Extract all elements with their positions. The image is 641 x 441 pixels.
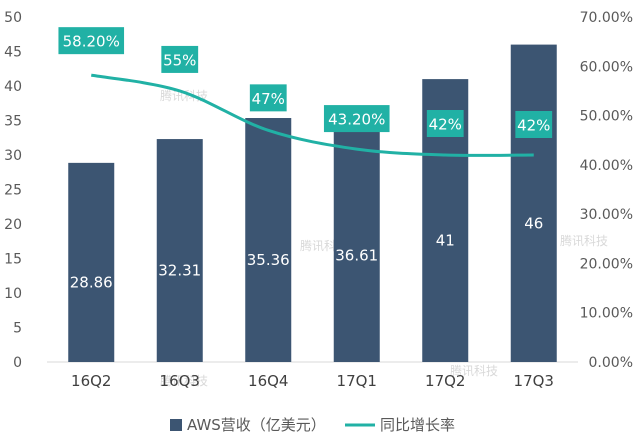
growth-label-box [323, 105, 390, 133]
bar-value-label: 28.86 [70, 273, 113, 291]
category-label: 16Q4 [248, 372, 288, 390]
growth-label-box [515, 111, 553, 138]
left-tick-label: 15 [4, 252, 22, 268]
legend: AWS营收（亿美元） 同比增长率 [170, 416, 455, 434]
watermark-text: 腾讯科技 [160, 373, 208, 388]
bars [68, 44, 557, 363]
growth-label-text: 47% [252, 90, 285, 108]
growth-label-box [249, 84, 287, 112]
left-axis-ticks: 0 5 10 15 20 25 30 35 40 45 50 [4, 10, 22, 371]
category-label: 17Q1 [337, 372, 377, 390]
bar-value-label: 35.36 [247, 251, 290, 269]
right-axis-ticks: 0.00% 10.00% 20.00% 30.00% 40.00% 50.00% 60.00… [580, 10, 633, 371]
growth-label: 55% [161, 45, 199, 73]
right-tick-label: 30.00% [580, 207, 633, 223]
right-tick-label: 50.00% [580, 109, 633, 125]
bar-16Q4 [245, 118, 292, 363]
category-label: 17Q3 [514, 372, 554, 390]
growth-label-box [426, 110, 464, 137]
right-tick-label: 40.00% [580, 158, 633, 174]
growth-label: 43.20% [323, 105, 390, 133]
left-tick-label: 0 [13, 355, 22, 371]
left-tick-label: 45 [4, 45, 22, 61]
category-label: 16Q3 [160, 372, 200, 390]
right-tick-label: 10.00% [580, 306, 633, 322]
growth-label-text: 42% [429, 116, 462, 134]
growth-label: 47% [249, 84, 287, 112]
growth-label-text: 42% [517, 117, 550, 135]
watermark-text: 腾讯科技 [160, 88, 208, 103]
left-tick-label: 25 [4, 183, 22, 199]
bar-16Q3 [156, 139, 203, 362]
bar-value-label: 32.31 [158, 262, 201, 280]
bar-17Q3 [510, 44, 557, 362]
bar-value-label: 46 [524, 214, 543, 232]
category-label: 16Q2 [71, 372, 111, 390]
left-tick-label: 10 [4, 286, 22, 302]
right-tick-label: 0.00% [589, 355, 633, 371]
left-tick-label: 30 [4, 148, 22, 164]
growth-label: 42% [426, 110, 464, 137]
growth-rate-labels: 58.20% 55% 47% 43.20% 42% 42% [58, 27, 553, 138]
growth-label: 42% [515, 111, 553, 138]
bar-value-label: 41 [436, 232, 455, 250]
right-tick-label: 20.00% [580, 256, 633, 272]
left-tick-label: 50 [4, 10, 22, 26]
left-tick-label: 20 [4, 217, 22, 233]
category-label: 17Q2 [425, 372, 465, 390]
category-labels: 16Q2 16Q3 16Q4 17Q1 17Q2 17Q3 [71, 372, 554, 390]
growth-label-box [161, 45, 199, 73]
bar-16Q2 [68, 162, 115, 362]
legend-label-growth: 同比增长率 [380, 416, 455, 434]
bar-value-label: 36.61 [335, 247, 378, 265]
growth-label-box [58, 27, 125, 55]
growth-label-text: 43.20% [328, 111, 385, 129]
bar-labels: 28.86 32.31 35.36 36.61 41 46 [70, 214, 544, 291]
growth-rate-line [90, 73, 534, 157]
left-tick-label: 5 [13, 321, 22, 337]
left-tick-label: 40 [4, 79, 22, 95]
watermark-text: 腾讯科技 [450, 363, 498, 378]
left-tick-label: 35 [4, 114, 22, 130]
right-tick-label: 70.00% [580, 10, 633, 26]
growth-label-text: 55% [163, 51, 196, 69]
legend-swatch-revenue [170, 419, 182, 431]
legend-label-revenue: AWS营收（亿美元） [187, 416, 326, 434]
right-tick-label: 60.00% [580, 59, 633, 75]
growth-label-text: 58.20% [63, 33, 120, 51]
watermark-text: 腾讯科技 [560, 233, 608, 248]
growth-label: 58.20% [58, 27, 125, 55]
